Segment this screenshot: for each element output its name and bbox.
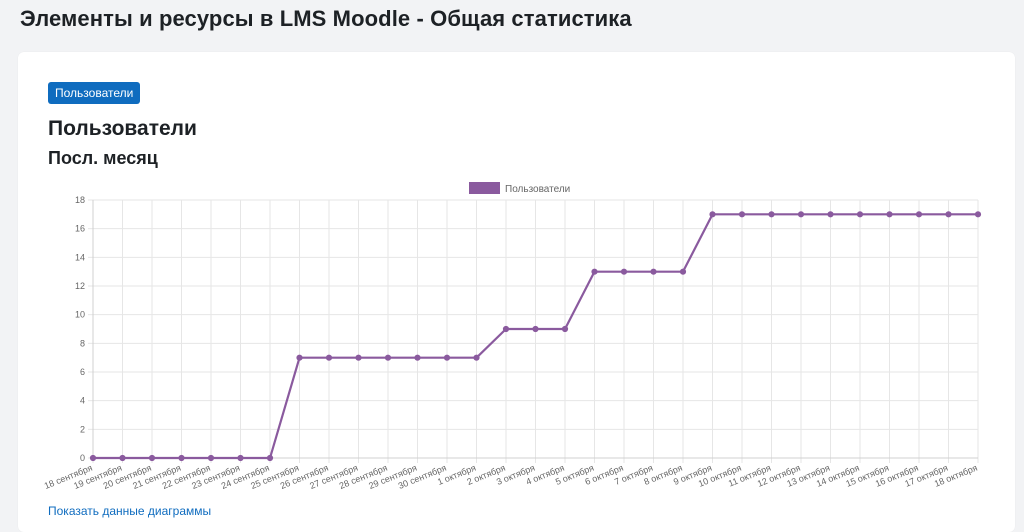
- data-point: [355, 354, 362, 361]
- show-chart-data-link[interactable]: Показать данные диаграммы: [48, 504, 212, 518]
- data-point: [915, 211, 923, 218]
- legend-label: Пользователи: [505, 184, 570, 195]
- data-point: [266, 454, 274, 462]
- data-point: [768, 211, 775, 218]
- y-tick-label: 18: [75, 195, 85, 205]
- data-point: [591, 268, 598, 275]
- y-tick-label: 10: [75, 310, 85, 320]
- y-tick-label: 0: [80, 453, 85, 463]
- data-point: [502, 325, 510, 333]
- data-point: [325, 354, 333, 361]
- period-title: Посл. месяц: [48, 148, 158, 168]
- data-point: [974, 211, 982, 218]
- data-point: [709, 211, 716, 218]
- y-tick-label: 16: [75, 224, 85, 234]
- y-tick-label: 14: [75, 252, 85, 262]
- data-point: [797, 211, 805, 218]
- data-point: [414, 354, 421, 361]
- data-point: [532, 325, 539, 333]
- data-point: [119, 454, 126, 462]
- section-title: Пользователи: [48, 117, 197, 140]
- data-point: [945, 211, 952, 218]
- legend-swatch: [469, 182, 500, 194]
- data-point: [473, 354, 480, 361]
- y-tick-label: 4: [80, 396, 85, 406]
- data-point: [89, 454, 97, 462]
- data-point: [679, 268, 687, 275]
- y-tick-label: 2: [80, 424, 85, 434]
- data-point: [384, 354, 392, 361]
- page-title: Элементы и ресурсы в LMS Moodle - Общая …: [20, 6, 632, 31]
- data-point: [738, 211, 746, 218]
- data-point: [886, 211, 893, 218]
- y-tick-label: 8: [80, 338, 85, 348]
- data-point: [207, 454, 215, 462]
- y-tick-label: 12: [75, 281, 85, 291]
- stats-card: Пользователи Пользователи Посл. месяц 0 2…: [18, 52, 1015, 532]
- data-point: [296, 354, 303, 361]
- data-point: [148, 454, 156, 462]
- data-point: [856, 211, 864, 218]
- data-point: [443, 354, 451, 361]
- data-point: [620, 268, 628, 275]
- tab-users-button[interactable]: Пользователи: [48, 82, 141, 104]
- data-point: [561, 325, 569, 333]
- data-point: [178, 454, 185, 462]
- data-point: [650, 268, 657, 275]
- data-point: [237, 454, 244, 462]
- y-tick-label: 6: [80, 367, 85, 377]
- data-point: [827, 211, 834, 218]
